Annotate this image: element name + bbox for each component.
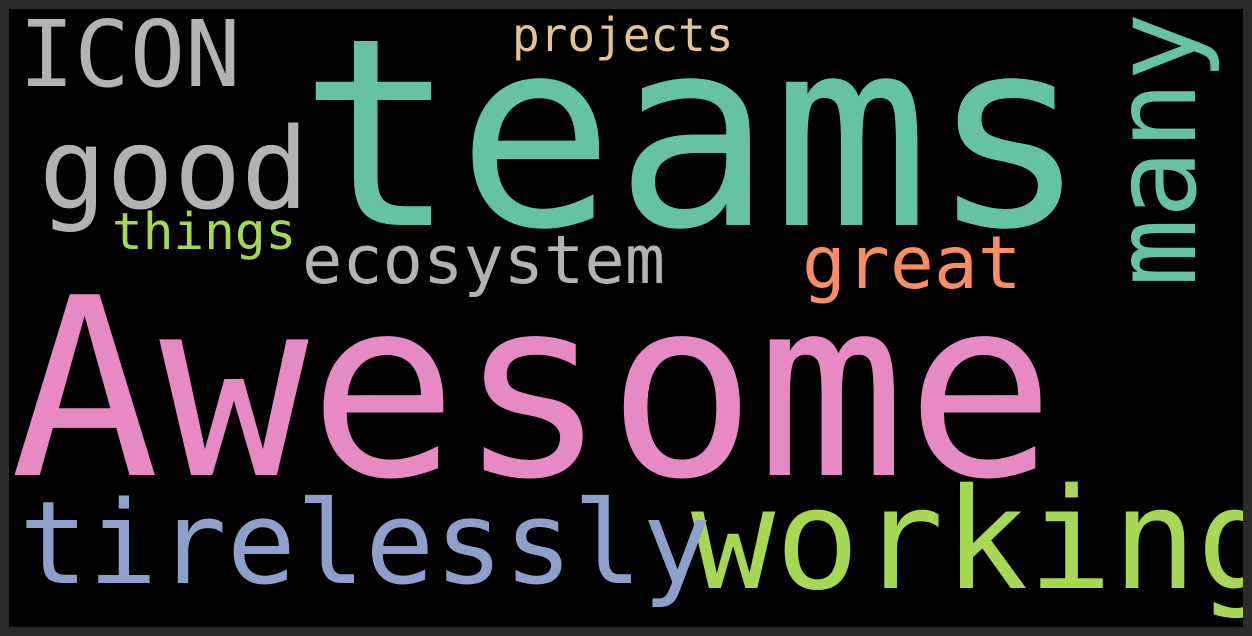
word-tirelessly: tirelessly <box>19 477 712 611</box>
word-things: things <box>112 203 297 262</box>
word-cloud-canvas: Awesome teams working tirelessly ICON go… <box>9 9 1243 627</box>
word-great: great <box>802 221 1022 306</box>
word-ecosystem: ecosystem <box>302 221 666 299</box>
word-awesome: Awesome <box>10 246 1056 534</box>
word-many: many <box>1089 12 1222 287</box>
word-teams: teams <box>299 9 1088 287</box>
word-icon: ICON <box>19 9 241 108</box>
word-good: good <box>39 105 309 235</box>
word-working: working <box>691 459 1243 622</box>
word-projects: projects <box>512 9 734 62</box>
